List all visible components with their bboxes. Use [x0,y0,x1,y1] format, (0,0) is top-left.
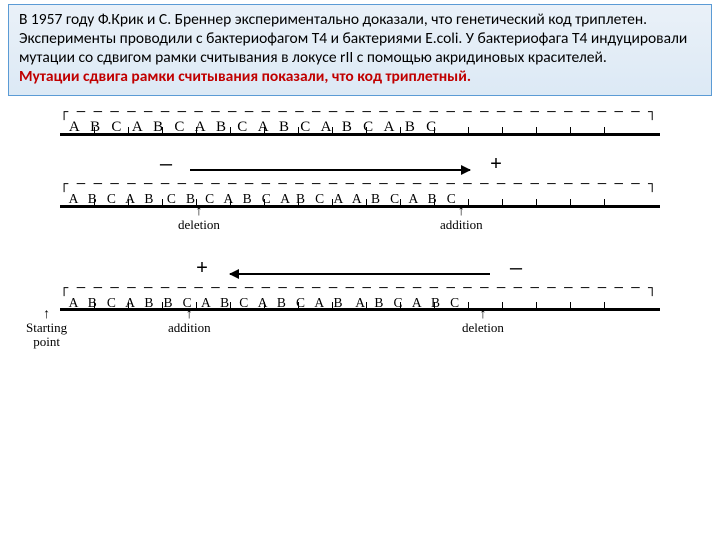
codon-tick [400,302,401,310]
minus-sign-icon: — [160,154,172,177]
deletion-label: ↑ deletion [178,208,220,232]
up-arrow-icon: ↑ [26,311,67,319]
codon-tick [162,127,163,135]
codon-tick [366,127,367,135]
text-line-4: считывания в локусе rII с помощью акриди… [200,48,607,67]
seq1-bar [60,133,660,136]
dash-border-top-2: ┌ ─ ─ ─ ─ ─ ─ ─ ─ ─ ─ ─ ─ ─ ─ ─ ─ ─ ─ ─ … [60,178,660,192]
sequence-wildtype: ┌ ─ ─ ─ ─ ─ ─ ─ ─ ─ ─ ─ ─ ─ ─ ─ ─ ─ ─ ─ … [60,106,660,137]
codon-tick [604,199,605,207]
codon-tick [366,199,367,207]
seq1-ticks [60,127,660,136]
deletion-label-2: ↑ deletion [462,311,504,335]
codon-tick [570,127,571,135]
codon-tick [434,199,435,207]
dash-border-top-3: ┌ ─ ─ ─ ─ ─ ─ ─ ─ ─ ─ ─ ─ ─ ─ ─ ─ ─ ─ ─ … [60,282,660,296]
addition-label-2: ↑ addition [168,311,211,335]
codon-tick [468,199,469,207]
codon-tick [400,199,401,207]
codon-tick [536,302,537,310]
plus-sign-icon: + [490,154,502,177]
up-arrow-icon: ↑ [178,208,220,216]
row3-labels: ↑ Starting point ↑ addition ↑ deletion [60,311,660,363]
codon-tick [604,302,605,310]
codon-tick [468,302,469,310]
codon-tick [94,199,95,207]
text-line-1: В 1957 году Ф.Крик и С. Бреннер эксперим… [19,10,453,29]
codon-tick [400,127,401,135]
codon-tick [366,302,367,310]
up-arrow-icon: ↑ [168,311,211,319]
frameshift-diagram: ┌ ─ ─ ─ ─ ─ ─ ─ ─ ─ ─ ─ ─ ─ ─ ─ ─ ─ ─ ─ … [0,100,720,363]
row2-labels: ↑ deletion ↑ addition [60,208,660,248]
codon-tick [570,199,571,207]
codon-tick [264,302,265,310]
codon-tick [604,127,605,135]
codon-tick [196,302,197,310]
codon-tick [434,302,435,310]
up-arrow-icon: ↑ [462,311,504,319]
codon-tick [230,127,231,135]
text-emphasis: Мутации сдвига рамки считывания показали… [19,67,471,86]
codon-tick [264,127,265,135]
arrow-right-icon [190,169,470,171]
codon-tick [128,199,129,207]
codon-tick [264,199,265,207]
codon-tick [230,199,231,207]
codon-tick [332,302,333,310]
codon-tick [128,302,129,310]
info-textbox: В 1957 году Ф.Крик и С. Бреннер эксперим… [8,4,712,96]
codon-tick [468,127,469,135]
minus-sign-icon: — [510,258,522,281]
row3-arrow-row: + — [60,262,660,284]
seq3-ticks [60,302,660,311]
codon-tick [298,199,299,207]
starting-point-label: ↑ Starting point [26,311,67,349]
addition-label: ↑ addition [440,208,483,232]
codon-tick [570,302,571,310]
codon-tick [434,127,435,135]
codon-tick [196,127,197,135]
seq2-ticks [60,199,660,208]
codon-tick [94,302,95,310]
up-arrow-icon: ↑ [440,208,483,216]
codon-tick [332,127,333,135]
codon-tick [230,302,231,310]
sequence-del-add: — + ┌ ─ ─ ─ ─ ─ ─ ─ ─ ─ ─ ─ ─ ─ ─ ─ ─ ─ … [60,158,660,247]
codon-tick [502,127,503,135]
codon-tick [332,199,333,207]
plus-sign-icon: + [196,258,208,281]
dash-border-top: ┌ ─ ─ ─ ─ ─ ─ ─ ─ ─ ─ ─ ─ ─ ─ ─ ─ ─ ─ ─ … [60,106,660,120]
codon-tick [502,302,503,310]
codon-tick [128,127,129,135]
codon-tick [162,199,163,207]
codon-tick [162,302,163,310]
arrow-left-icon [230,273,490,275]
codon-tick [502,199,503,207]
codon-tick [536,199,537,207]
codon-tick [536,127,537,135]
sequence-add-del: + — ┌ ─ ─ ─ ─ ─ ─ ─ ─ ─ ─ ─ ─ ─ ─ ─ ─ ─ … [60,262,660,363]
row2-arrow-row: — + [60,158,660,180]
codon-tick [298,302,299,310]
codon-tick [298,127,299,135]
codon-tick [94,127,95,135]
